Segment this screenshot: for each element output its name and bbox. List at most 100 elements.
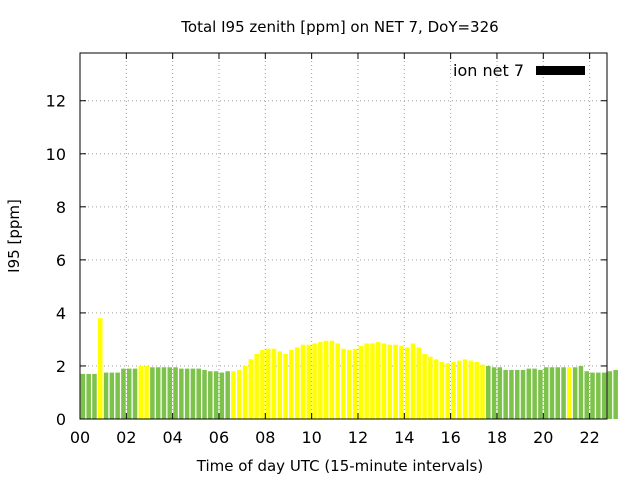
bar <box>265 348 271 419</box>
bar <box>358 346 364 419</box>
bar <box>208 371 213 419</box>
x-tick-label: 12 <box>348 428 368 447</box>
y-tick-label: 12 <box>46 92 66 111</box>
bar <box>491 367 497 419</box>
y-tick-label: 0 <box>56 410 66 429</box>
x-tick-label: 20 <box>533 428 553 447</box>
bar <box>242 365 248 419</box>
bar <box>520 369 526 419</box>
bar <box>312 343 317 419</box>
bar <box>335 343 340 419</box>
bar <box>236 369 242 419</box>
bar <box>190 368 196 419</box>
bar <box>451 361 456 419</box>
bar <box>428 356 433 419</box>
bar <box>323 340 329 419</box>
bar <box>613 369 618 419</box>
bar <box>584 371 589 419</box>
bar <box>144 365 149 419</box>
bar <box>213 371 219 419</box>
x-tick-label: 16 <box>440 428 460 447</box>
x-tick-label: 06 <box>209 428 229 447</box>
bar <box>387 344 393 419</box>
bar <box>155 367 161 419</box>
bar <box>375 342 381 419</box>
bar <box>497 367 503 419</box>
bar <box>294 347 300 419</box>
bar <box>103 372 109 419</box>
bar <box>393 344 398 419</box>
x-tick-label: 22 <box>579 428 599 447</box>
bar <box>370 343 375 419</box>
bar <box>555 367 561 419</box>
bar <box>283 354 288 419</box>
bar <box>590 372 595 419</box>
bar <box>404 347 410 419</box>
y-tick-label: 2 <box>56 357 66 376</box>
bar <box>132 368 138 419</box>
bar <box>202 369 207 419</box>
bar <box>457 360 462 419</box>
bar <box>179 368 184 419</box>
bar <box>503 369 508 419</box>
bar <box>543 367 549 419</box>
x-tick-label: 18 <box>487 428 507 447</box>
bar <box>514 369 520 419</box>
bar <box>445 363 451 419</box>
bar <box>364 343 369 419</box>
bar <box>109 372 115 419</box>
bar <box>306 344 312 419</box>
plot-frame <box>79 52 608 420</box>
bar <box>601 372 607 419</box>
bar <box>567 367 572 419</box>
bar <box>596 372 601 419</box>
bar <box>150 367 155 419</box>
bar <box>260 350 265 419</box>
bar <box>462 359 468 419</box>
bar <box>167 367 173 419</box>
legend-label: ion net 7 <box>453 61 524 80</box>
bar <box>341 348 346 419</box>
bar <box>196 368 201 419</box>
bar <box>433 359 439 419</box>
bar <box>549 367 555 419</box>
bar <box>509 369 514 419</box>
x-tick-label: 08 <box>255 428 275 447</box>
bar <box>399 346 404 419</box>
bar <box>98 318 103 419</box>
bar <box>381 343 387 419</box>
y-tick-label: 8 <box>56 198 66 217</box>
bar <box>300 344 306 419</box>
x-tick-label: 14 <box>394 428 414 447</box>
bar <box>474 361 479 419</box>
bar <box>126 368 132 419</box>
bar <box>248 359 254 419</box>
y-tick-label: 6 <box>56 251 66 270</box>
bar <box>173 367 178 419</box>
bar <box>526 368 532 419</box>
bar <box>92 373 97 419</box>
bar <box>410 343 416 419</box>
x-tick-label: 02 <box>116 428 136 447</box>
bar <box>225 371 230 419</box>
bar <box>572 367 578 419</box>
bar <box>80 373 86 419</box>
chart-title: Total I95 zenith [ppm] on NET 7, DoY=326 <box>180 18 498 36</box>
x-tick-label: 04 <box>162 428 182 447</box>
bar <box>480 364 485 419</box>
bar <box>578 365 584 419</box>
y-tick-label: 4 <box>56 304 66 323</box>
bar <box>422 354 427 419</box>
bar <box>254 354 259 419</box>
bar <box>468 360 474 419</box>
bar <box>607 371 613 419</box>
bar <box>184 368 190 419</box>
bar <box>538 369 543 419</box>
bar <box>416 347 422 419</box>
legend-swatch <box>536 66 585 75</box>
bar <box>115 372 120 419</box>
x-tick-label: 00 <box>70 428 90 447</box>
y-tick-label: 10 <box>46 145 66 164</box>
